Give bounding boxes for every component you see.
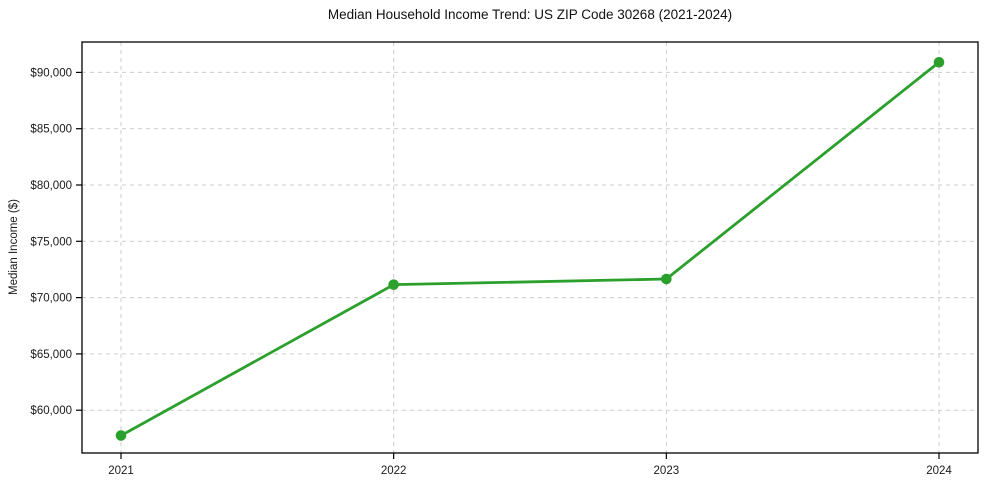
- x-tick-label: 2022: [381, 465, 407, 477]
- data-point-2022: [388, 279, 399, 290]
- y-tick-label: $60,000: [30, 405, 72, 417]
- plot-border: [81, 41, 979, 454]
- x-tick-label: 2024: [926, 465, 952, 477]
- y-tick-label: $75,000: [30, 236, 72, 248]
- data-point-2024: [933, 56, 945, 68]
- y-tick-label: $70,000: [30, 293, 72, 305]
- y-tick-label: $65,000: [30, 349, 72, 361]
- x-tick-label: 2023: [654, 465, 680, 477]
- chart-title: Median Household Income Trend: US ZIP Co…: [327, 7, 733, 22]
- y-tick-label: $85,000: [30, 124, 72, 136]
- income-trend-line: [119, 60, 941, 437]
- y-tick-label: $90,000: [30, 67, 72, 79]
- x-tick-label: 2021: [108, 465, 134, 477]
- data-point-2021: [115, 430, 127, 441]
- data-point-2023: [661, 273, 672, 285]
- y-tick-label: $80,000: [30, 180, 72, 192]
